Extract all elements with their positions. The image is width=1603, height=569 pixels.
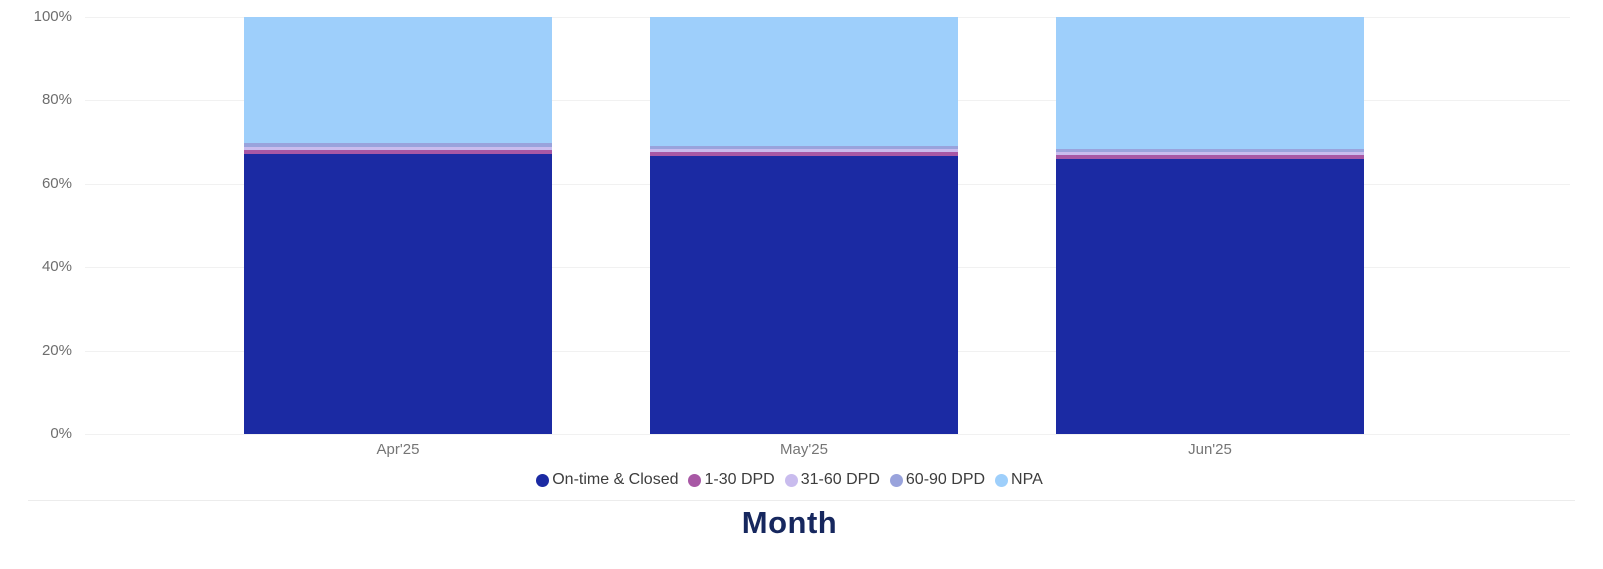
legend-dot-icon (688, 473, 702, 487)
legend-dot-icon (784, 473, 798, 487)
legend-item-60-90-dpd[interactable]: 60-90 DPD (889, 471, 986, 489)
legend-label: On-time & Closed (552, 471, 679, 488)
segment-jun25-31-60-dpd[interactable] (1056, 152, 1364, 156)
y-axis-tick-0: 0% (50, 425, 72, 442)
segment-apr25-npa[interactable] (244, 17, 552, 143)
legend-item-on-time-closed[interactable]: On-time & Closed (536, 471, 678, 489)
bar-apr25[interactable] (244, 17, 552, 434)
segment-may25-npa[interactable] (650, 17, 958, 147)
legend-label: 1-30 DPD (704, 471, 775, 488)
y-axis-tick-40: 40% (41, 258, 72, 276)
segment-may25-1-30-dpd[interactable] (650, 152, 958, 156)
y-axis-tick-60: 60% (41, 174, 72, 192)
divider-line (28, 500, 1575, 501)
x-axis-title: Month (741, 505, 838, 540)
segment-apr25-60-90-dpd[interactable] (244, 142, 552, 147)
bar-jun25[interactable] (1056, 17, 1364, 434)
segment-jun25-60-90-dpd[interactable] (1056, 149, 1364, 153)
segment-apr25-1-30-dpd[interactable] (244, 150, 552, 154)
segment-may25-on-time-closed[interactable] (650, 155, 958, 434)
x-axis-label-may25: May'25 (780, 441, 828, 458)
segment-apr25-31-60-dpd[interactable] (244, 146, 552, 151)
x-axis-label-jun25: Jun'25 (1188, 441, 1232, 458)
legend-label: 31-60 DPD (800, 471, 880, 488)
x-axis-label-apr25: Apr'25 (376, 441, 420, 458)
gridline-0 (85, 434, 1570, 435)
segment-may25-31-60-dpd[interactable] (650, 149, 958, 153)
legend-dot-icon (995, 473, 1009, 487)
chart-legend: On-time & Closed 1-30 DPD 31-60 DPD 60-90 D… (0, 471, 1579, 489)
segment-jun25-1-30-dpd[interactable] (1056, 155, 1364, 159)
legend-dot-icon (536, 473, 550, 487)
legend-label: NPA (1011, 471, 1043, 488)
legend-item-1-30-dpd[interactable]: 1-30 DPD (688, 471, 775, 489)
legend-item-npa[interactable]: NPA (995, 471, 1043, 489)
segment-apr25-on-time-closed[interactable] (244, 153, 552, 434)
segment-jun25-on-time-closed[interactable] (1056, 158, 1364, 434)
y-axis-tick-20: 20% (41, 341, 72, 359)
legend-label: 60-90 DPD (905, 471, 986, 488)
segment-may25-60-90-dpd[interactable] (650, 146, 958, 150)
y-axis-tick-100: 100% (33, 8, 72, 25)
legend-item-31-60-dpd[interactable]: 31-60 DPD (784, 471, 880, 489)
legend-dot-icon (889, 473, 903, 487)
y-axis-tick-80: 80% (41, 91, 72, 109)
bar-may25[interactable] (650, 17, 958, 434)
segment-jun25-npa[interactable] (1056, 17, 1364, 150)
